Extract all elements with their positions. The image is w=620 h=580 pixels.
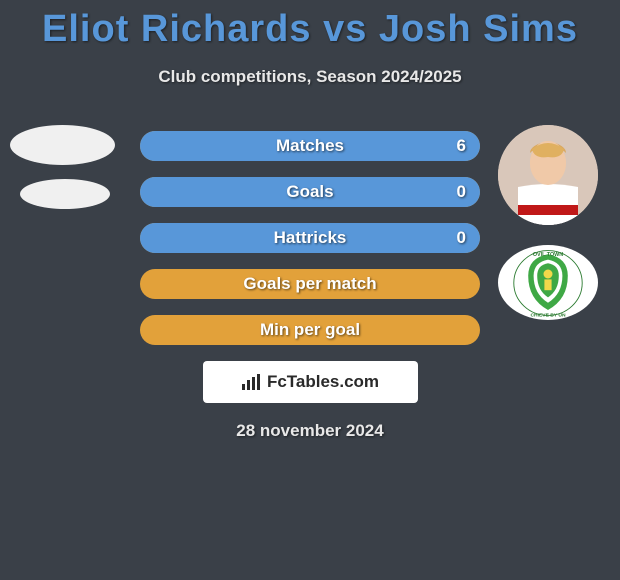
page-title: Eliot Richards vs Josh Sims (0, 0, 620, 51)
left-player-avatar-placeholder (10, 125, 115, 165)
comparison-content: OVIL TOWN CHIEVE BY UN Matches6Goals0Hat… (0, 131, 620, 441)
date-text: 28 november 2024 (0, 421, 620, 441)
svg-text:OVIL TOWN: OVIL TOWN (533, 252, 563, 258)
stat-right-number: 6 (457, 136, 466, 156)
page-subtitle: Club competitions, Season 2024/2025 (0, 67, 620, 87)
stat-row: Goals0 (140, 177, 480, 207)
chart-icon (241, 373, 261, 391)
stat-label: Matches (140, 136, 480, 156)
stat-bars: Matches6Goals0Hattricks0Goals per matchM… (140, 131, 480, 345)
stat-label: Goals per match (140, 274, 480, 294)
left-team-badge-placeholder (20, 179, 110, 209)
stat-right-number: 0 (457, 182, 466, 202)
stat-row: Hattricks0 (140, 223, 480, 253)
stat-label: Hattricks (140, 228, 480, 248)
svg-text:CHIEVE BY UN: CHIEVE BY UN (530, 312, 565, 318)
stat-row: Min per goal (140, 315, 480, 345)
stat-row: Goals per match (140, 269, 480, 299)
branding-text: FcTables.com (267, 372, 379, 392)
stat-label: Goals (140, 182, 480, 202)
branding-box: FcTables.com (203, 361, 418, 403)
left-player-column (10, 125, 115, 223)
right-player-column: OVIL TOWN CHIEVE BY UN (498, 125, 598, 320)
stat-row: Matches6 (140, 131, 480, 161)
right-team-badge: OVIL TOWN CHIEVE BY UN (498, 245, 598, 320)
right-player-avatar (498, 125, 598, 225)
stat-right-number: 0 (457, 228, 466, 248)
stat-label: Min per goal (140, 320, 480, 340)
